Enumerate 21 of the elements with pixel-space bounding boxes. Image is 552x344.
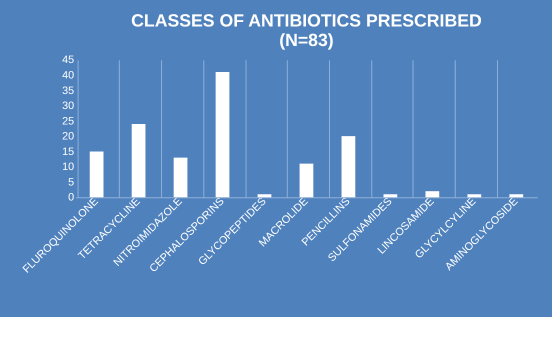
bar: [132, 124, 146, 198]
y-tick-label: 35: [62, 84, 74, 97]
bar: [216, 72, 230, 198]
bar: [90, 151, 104, 198]
bar: [300, 164, 314, 198]
bar: [174, 158, 188, 198]
bar: [467, 194, 482, 198]
y-tick-label: 15: [62, 146, 74, 158]
bar: [384, 194, 398, 198]
y-tick-label: 25: [62, 115, 74, 128]
y-tick-label: 45: [62, 54, 74, 66]
y-tick-label: 30: [62, 100, 74, 112]
y-tick-label: 20: [62, 130, 74, 143]
y-tick-label: 40: [62, 70, 74, 82]
y-tick-label: 5: [68, 176, 74, 188]
bar: [425, 191, 440, 198]
bar: [258, 194, 272, 198]
bar: [509, 194, 524, 198]
bar: [342, 136, 356, 198]
y-tick-label: 10: [62, 161, 74, 174]
chart-title: CLASSES OF ANTIBIOTICS PRESCRIBED (N=83): [131, 10, 482, 50]
